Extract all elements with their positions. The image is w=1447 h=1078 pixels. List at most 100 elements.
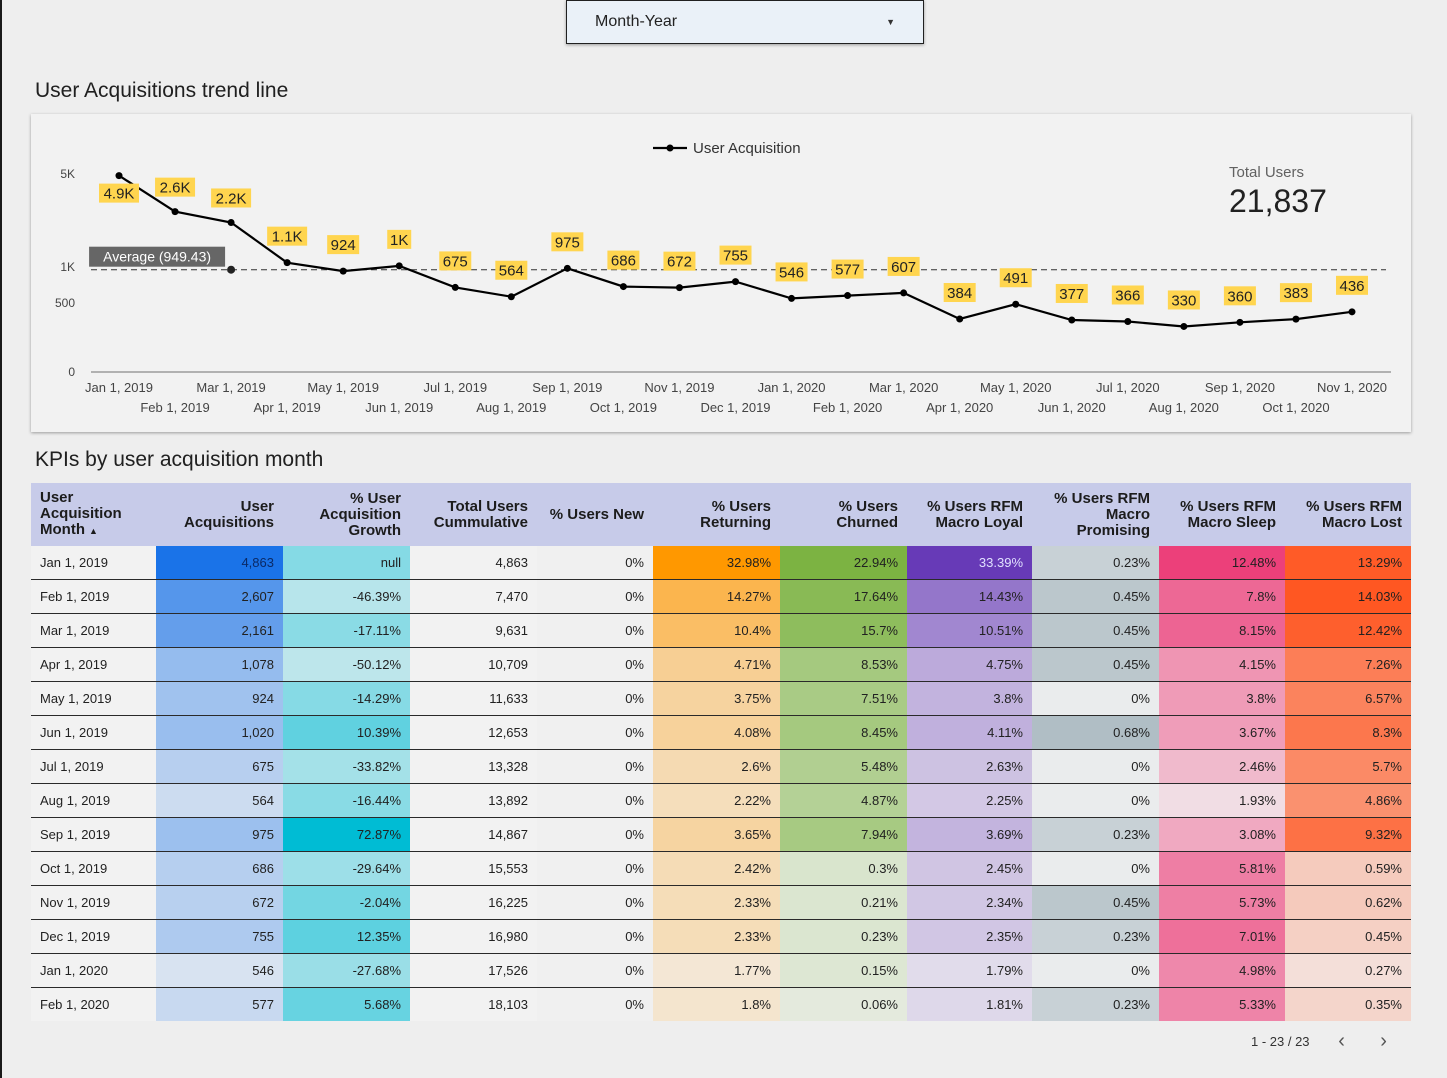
- column-header-label: % Users RFM Macro Lost: [1306, 497, 1402, 531]
- table-cell: 0.59%: [1285, 851, 1411, 886]
- table-cell: 4.11%: [907, 715, 1032, 750]
- column-header-label: % Users Churned: [836, 497, 898, 531]
- table-cell: 2.33%: [653, 885, 780, 920]
- pagination-label: 1 - 23 / 23: [1251, 1033, 1310, 1049]
- table-cell: Feb 1, 2019: [31, 579, 156, 614]
- table-cell: 1.77%: [653, 953, 780, 988]
- average-label-box: [89, 246, 226, 267]
- column-header[interactable]: % User Acquisition Growth: [283, 483, 410, 546]
- table-row[interactable]: Oct 1, 2019 686 -29.64% 15,553 0% 2.42% 0.3% 2.…: [31, 851, 1411, 886]
- x-tick-label: Nov 1, 2020: [1317, 380, 1387, 395]
- x-tick-label: Aug 1, 2020: [1149, 400, 1219, 415]
- table-header-row: User Acquisition Month ▲ User Acquisitions…: [31, 483, 1411, 546]
- table-cell: 2.46%: [1159, 749, 1285, 784]
- data-label-bg: [211, 188, 252, 208]
- table-row[interactable]: Jun 1, 2019 1,020 10.39% 12,653 0% 4.08% 8.45%…: [31, 715, 1411, 750]
- table-cell: Feb 1, 2020: [31, 987, 156, 1021]
- column-header[interactable]: % Users New: [537, 483, 653, 546]
- table-cell: 3.69%: [907, 817, 1032, 852]
- data-label: 672: [667, 254, 692, 271]
- table-cell: 7,470: [410, 579, 537, 614]
- table-row[interactable]: Sep 1, 2019 975 72.87% 14,867 0% 3.65% 7.94% 3.…: [31, 817, 1411, 852]
- sort-ascending-icon[interactable]: ▲: [88, 525, 98, 536]
- table-cell: 3.8%: [1159, 681, 1285, 716]
- data-label-bg: [439, 251, 472, 271]
- table-cell: 10.51%: [907, 613, 1032, 648]
- table-cell: 0.45%: [1032, 613, 1159, 648]
- column-header[interactable]: % Users RFM Macro Promising: [1032, 483, 1159, 546]
- table-row[interactable]: Mar 1, 2019 2,161 -17.11% 9,631 0% 10.4% 15.7%…: [31, 613, 1411, 648]
- table-cell: 6.57%: [1285, 681, 1411, 716]
- y-tick-label: 1K: [60, 260, 75, 274]
- chevron-down-icon[interactable]: ▼: [886, 17, 895, 27]
- x-tick-label: Aug 1, 2019: [476, 400, 546, 415]
- data-label: 755: [723, 248, 748, 265]
- table-cell: 5.81%: [1159, 851, 1285, 886]
- table-cell: 577: [156, 987, 283, 1021]
- table-cell: 0%: [537, 953, 653, 988]
- scorecard-label: Total Users: [1229, 164, 1305, 181]
- table-row[interactable]: Jan 1, 2020 546 -27.68% 17,526 0% 1.77% 0.15% 1…: [31, 953, 1411, 988]
- table-row[interactable]: Jul 1, 2019 675 -33.82% 13,328 0% 2.6% 5.48% 2.…: [31, 749, 1411, 784]
- column-header[interactable]: % Users RFM Macro Sleep: [1159, 483, 1285, 546]
- table-cell: 4.71%: [653, 647, 780, 682]
- table-cell: Sep 1, 2019: [31, 817, 156, 852]
- data-point: [1180, 322, 1188, 330]
- column-header[interactable]: User Acquisition Month ▲: [31, 483, 156, 546]
- table-row[interactable]: May 1, 2019 924 -14.29% 11,633 0% 3.75% 7.51% 3…: [31, 681, 1411, 716]
- table-cell: 1.81%: [907, 987, 1032, 1021]
- trend-line-chart[interactable]: 0 500 1K 5K Average (949.43) 4.9K 2.6K 2.2K 1.1K…: [31, 114, 1411, 432]
- table-cell: 14.43%: [907, 579, 1032, 614]
- table-row[interactable]: Feb 1, 2019 2,607 -46.39% 7,470 0% 14.27% 17.6…: [31, 579, 1411, 614]
- chevron-left-icon[interactable]: ‹: [1338, 1030, 1345, 1052]
- table-cell: 16,980: [410, 919, 537, 954]
- table-cell: 0%: [537, 647, 653, 682]
- data-label: 924: [331, 237, 356, 254]
- table-cell: 5.33%: [1159, 987, 1285, 1021]
- table-row[interactable]: Apr 1, 2019 1,078 -50.12% 10,709 0% 4.71% 8.53…: [31, 647, 1411, 682]
- table-cell: Apr 1, 2019: [31, 647, 156, 682]
- column-header[interactable]: % Users RFM Macro Lost: [1285, 483, 1411, 546]
- table-cell: 2.22%: [653, 783, 780, 818]
- table-cell: 2.33%: [653, 919, 780, 954]
- column-header-label: Total Users Cummulative: [433, 497, 528, 531]
- column-header[interactable]: % Users Churned: [780, 483, 907, 546]
- table-row[interactable]: Jan 1, 2019 4,863 null 4,863 0% 32.98% 22.94% 3…: [31, 546, 1411, 580]
- data-label: 491: [1003, 270, 1028, 287]
- column-header[interactable]: User Acquisitions: [156, 483, 283, 546]
- table-cell: 0.3%: [780, 851, 907, 886]
- table-row[interactable]: Nov 1, 2019 672 -2.04% 16,225 0% 2.33% 0.21% 2.…: [31, 885, 1411, 920]
- month-year-filter-dropdown[interactable]: Month-Year ▼: [566, 0, 924, 44]
- table-row[interactable]: Dec 1, 2019 755 12.35% 16,980 0% 2.33% 0.23% 2.…: [31, 919, 1411, 954]
- column-header-label: User Acquisition Month: [40, 489, 122, 539]
- table-row[interactable]: Feb 1, 2020 577 5.68% 18,103 0% 1.8% 0.06% 1.81…: [31, 987, 1411, 1021]
- x-tick-label: Oct 1, 2020: [1262, 400, 1329, 415]
- table-cell: -33.82%: [283, 749, 410, 784]
- chevron-right-icon[interactable]: ›: [1380, 1030, 1387, 1052]
- x-tick-label: Feb 1, 2020: [813, 400, 882, 415]
- table-cell: -46.39%: [283, 579, 410, 614]
- data-point: [563, 264, 571, 272]
- data-point: [1124, 317, 1132, 325]
- x-tick-label: Jan 1, 2020: [758, 380, 826, 395]
- table-cell: 5.73%: [1159, 885, 1285, 920]
- table-cell: 686: [156, 851, 283, 886]
- data-label-bg: [327, 235, 360, 255]
- data-label-bg: [831, 259, 864, 279]
- data-point: [451, 283, 459, 291]
- column-header[interactable]: % Users RFM Macro Loyal: [907, 483, 1032, 546]
- column-header[interactable]: Total Users Cummulative: [410, 483, 537, 546]
- column-header[interactable]: % Users Returning: [653, 483, 780, 546]
- table-row[interactable]: Aug 1, 2019 564 -16.44% 13,892 0% 2.22% 4.87% 2…: [31, 783, 1411, 818]
- data-point: [1012, 300, 1020, 308]
- table-cell: 4,863: [410, 546, 537, 580]
- table-cell: 0%: [1032, 851, 1159, 886]
- table-cell: 13,328: [410, 749, 537, 784]
- table-cell: 924: [156, 681, 283, 716]
- column-header-label: User Acquisitions: [183, 497, 274, 531]
- table-cell: 2.42%: [653, 851, 780, 886]
- x-tick-label: Jul 1, 2019: [423, 380, 487, 395]
- table-cell: null: [283, 546, 410, 580]
- data-point: [1236, 318, 1244, 326]
- table-cell: 2.25%: [907, 783, 1032, 818]
